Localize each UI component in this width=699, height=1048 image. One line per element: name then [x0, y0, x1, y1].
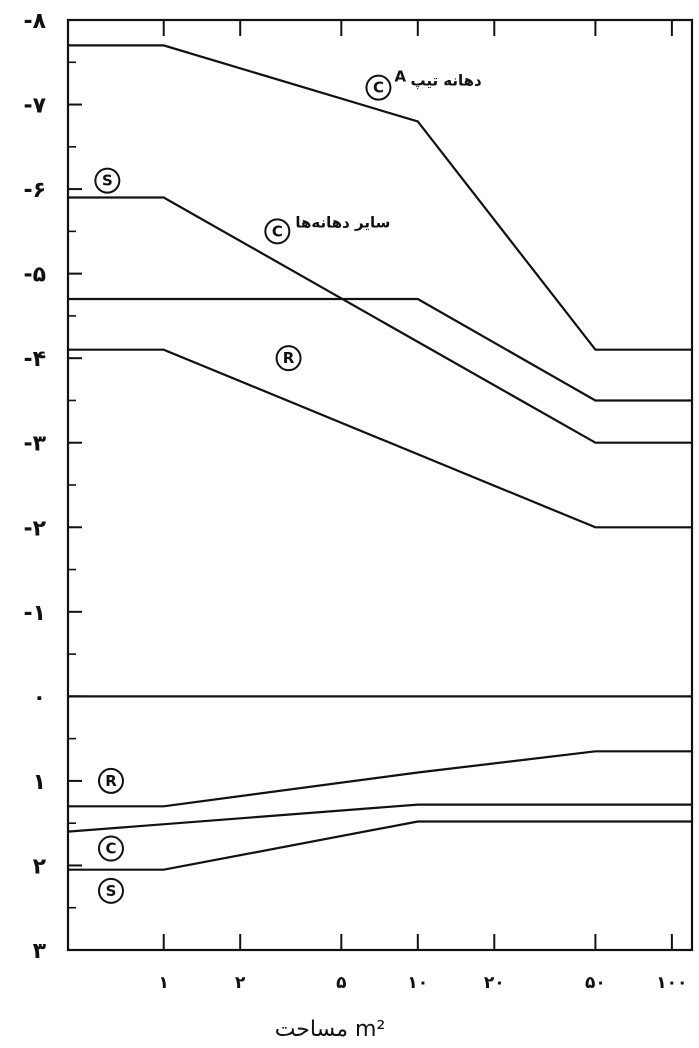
circle-letter: R	[283, 349, 295, 367]
y-axis: -۸ -۷ -۶ -۵ -۴ -۳ -۲ -۱ ۰ ۱ ۲ ۳	[23, 9, 82, 964]
circle-badge	[97, 767, 124, 794]
series-line-2	[68, 196, 692, 444]
y-tick-label: -۲	[23, 516, 46, 541]
annotation-text: دهانه تیپ	[410, 72, 482, 90]
x-tick-label: ۱	[159, 973, 169, 993]
circle-badge	[94, 167, 121, 194]
x-tick-label: ۲	[235, 973, 246, 993]
y-tick-label: -۵	[23, 263, 46, 288]
x-tick-label: ۱۰	[407, 973, 428, 993]
y-tick-label: -۷	[23, 94, 46, 119]
curve-annotation: C	[97, 835, 124, 862]
y-tick-label: -۶	[23, 178, 46, 203]
y-tick-label: -۱	[23, 601, 46, 626]
x-axis-label: مساحت m²	[275, 1017, 386, 1042]
x-tick-label: ۵۰	[585, 973, 606, 993]
y-tick-label: ۱	[33, 770, 46, 795]
circle-badge	[365, 74, 392, 101]
y-tick-label: ۰	[33, 685, 46, 710]
curve-annotation: C سایر دهانه‌ها	[264, 213, 390, 245]
series-line-1	[68, 44, 692, 351]
curve-annotation: R	[97, 767, 124, 794]
circle-letter: C	[373, 79, 384, 97]
circle-badge	[97, 835, 124, 862]
y-tick-label: -۳	[23, 432, 46, 457]
circle-badge	[275, 345, 302, 372]
series-line-7	[67, 803, 692, 833]
series-line-6	[68, 750, 692, 808]
circle-letter: C	[105, 840, 116, 858]
series-line-4	[68, 348, 692, 529]
series-line-3	[68, 297, 692, 402]
curve-annotation: CA دهانه تیپ	[365, 68, 482, 101]
circle-badge	[97, 877, 124, 904]
y-tick-label: ۲	[33, 854, 47, 879]
y-tick-label: -۴	[23, 347, 46, 372]
x-tick-label: ۱۰۰	[656, 973, 687, 993]
curve-annotation: S	[97, 877, 124, 904]
x-tick-label: ۲۰	[484, 973, 505, 993]
circle-letter: R	[105, 772, 117, 790]
curve-annotation: R	[275, 345, 302, 372]
y-tick-label: ۳	[33, 939, 47, 964]
circle-letter: C	[272, 222, 283, 240]
series-line-8	[68, 820, 692, 871]
plot-frame	[66, 18, 694, 952]
series-group	[67, 44, 692, 871]
x-axis: ۱ ۲ ۵ ۱۰ ۲۰ ۵۰ ۱۰۰	[159, 20, 687, 993]
x-tick-label: ۵	[336, 973, 346, 993]
annotation-text: سایر دهانه‌ها	[295, 213, 390, 231]
plot-border	[66, 18, 694, 952]
circle-badge	[264, 218, 291, 245]
annotation-suffix: A	[394, 68, 406, 86]
curve-annotation: S	[94, 167, 121, 194]
circle-letter: S	[106, 882, 117, 900]
circle-letter: S	[102, 172, 113, 190]
y-tick-label: -۸	[23, 9, 46, 34]
